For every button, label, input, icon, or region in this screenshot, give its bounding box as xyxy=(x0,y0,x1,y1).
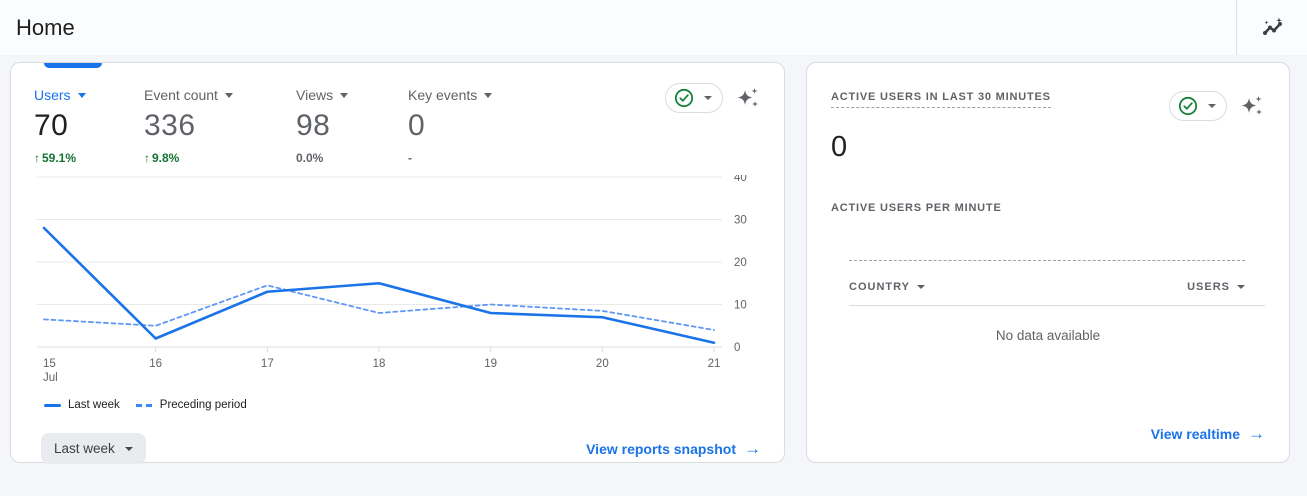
data-quality-button[interactable] xyxy=(1169,91,1227,121)
page-title: Home xyxy=(16,14,75,40)
arrow-right-icon: → xyxy=(744,438,761,458)
sparkle-icon xyxy=(1241,96,1262,115)
legend-label: Preceding period xyxy=(159,399,247,411)
arrow-right-icon: → xyxy=(1248,424,1265,443)
table-divider xyxy=(849,305,1265,306)
overview-card: Users 70 ↑ 59.1% Event count 336 ↑ 9.8% Vi… xyxy=(10,62,785,464)
view-realtime-link[interactable]: View realtime → xyxy=(1151,424,1265,444)
metric-delta: ↑ 59.1% xyxy=(34,151,77,165)
link-label: View reports snapshot xyxy=(586,440,736,457)
active-users-30min-label[interactable]: ACTIVE USERS IN LAST 30 MINUTES xyxy=(831,91,1051,108)
sort-caret-icon xyxy=(1237,285,1245,289)
overview-chart[interactable]: 40 30 20 10 0 15 16 17 18 19 20 21 Jul xyxy=(11,175,784,393)
period-selector-button[interactable]: Last week xyxy=(41,433,146,464)
metric-value: 70 xyxy=(34,109,69,142)
metric-tab-views[interactable]: Views 98 0.0% xyxy=(296,87,408,165)
svg-text:16: 16 xyxy=(149,358,162,370)
up-arrow-icon: ↑ xyxy=(34,151,40,165)
cards-row: Users 70 ↑ 59.1% Event count 336 ↑ 9.8% Vi… xyxy=(0,56,1307,464)
metric-delta: - xyxy=(408,151,412,165)
metric-label: Key events xyxy=(408,87,478,103)
svg-text:0: 0 xyxy=(734,342,740,354)
metric-delta: 0.0% xyxy=(296,151,324,165)
legend-line-dashed xyxy=(135,403,153,407)
chevron-down-icon[interactable] xyxy=(340,92,349,98)
app-header: Home xyxy=(0,0,1307,56)
up-arrow-icon: ↑ xyxy=(144,151,150,165)
metric-tab-key-events[interactable]: Key events 0 - xyxy=(408,87,493,165)
svg-text:18: 18 xyxy=(373,358,386,370)
overview-chart-svg[interactable]: 40 30 20 10 0 15 16 17 18 19 20 21 Jul xyxy=(34,175,763,393)
link-label: View realtime xyxy=(1150,426,1240,442)
ai-insights-sparkle-button[interactable] xyxy=(1239,92,1265,120)
metric-value: 98 xyxy=(296,109,331,142)
metric-delta: ↑ 9.8% xyxy=(144,151,180,165)
data-quality-button[interactable] xyxy=(665,83,723,113)
svg-text:10: 10 xyxy=(734,300,747,312)
svg-text:15: 15 xyxy=(43,358,56,370)
users-column-sort[interactable]: USERS xyxy=(1187,281,1245,293)
realtime-actions xyxy=(1169,91,1265,121)
header-divider xyxy=(1236,0,1237,55)
metric-label: Event count xyxy=(144,87,218,103)
active-users-value: 0 xyxy=(831,131,848,163)
realtime-header-row: ACTIVE USERS IN LAST 30 MINUTES xyxy=(831,91,1265,121)
svg-text:Jul: Jul xyxy=(43,372,58,384)
sparkle-icon xyxy=(737,88,758,107)
selected-metric-indicator xyxy=(44,63,102,68)
period-selector-label: Last week xyxy=(54,441,115,456)
svg-text:20: 20 xyxy=(596,358,609,370)
metric-value: 336 xyxy=(144,109,196,142)
svg-text:30: 30 xyxy=(734,215,747,227)
chevron-down-icon xyxy=(704,96,712,100)
metric-label: Views xyxy=(296,87,334,103)
realtime-card: ACTIVE USERS IN LAST 30 MINUTES xyxy=(806,62,1290,463)
sort-caret-icon xyxy=(916,285,925,289)
ai-insights-sparkle-button[interactable] xyxy=(735,84,761,112)
chart-legend: Last week Preceding period xyxy=(11,399,784,411)
svg-text:19: 19 xyxy=(484,358,497,370)
realtime-table-header: COUNTRY USERS xyxy=(849,281,1265,293)
chevron-down-icon xyxy=(1208,104,1216,108)
chevron-down-icon[interactable] xyxy=(484,92,493,98)
metric-tab-event-count[interactable]: Event count 336 ↑ 9.8% xyxy=(144,87,296,165)
legend-line-solid xyxy=(44,403,61,407)
svg-text:21: 21 xyxy=(708,358,721,370)
empty-state-message: No data available xyxy=(995,328,1101,343)
svg-text:17: 17 xyxy=(261,358,274,370)
metric-value: 0 xyxy=(408,109,426,142)
check-circle-icon xyxy=(674,88,694,108)
metrics-row: Users 70 ↑ 59.1% Event count 336 ↑ 9.8% Vi… xyxy=(11,83,784,165)
trendline-sparkle-icon xyxy=(1263,17,1282,35)
column-label: COUNTRY xyxy=(849,281,910,293)
legend-item-last-week: Last week xyxy=(44,399,120,411)
view-reports-snapshot-link[interactable]: View reports snapshot → xyxy=(586,439,761,459)
chevron-down-icon xyxy=(124,446,133,451)
per-minute-chart-baseline xyxy=(849,260,1245,261)
svg-text:20: 20 xyxy=(734,257,747,269)
legend-label: Last week xyxy=(68,399,120,411)
overview-footer: Last week View reports snapshot → xyxy=(11,433,784,464)
metric-label: Users xyxy=(34,87,71,103)
legend-item-preceding-period: Preceding period xyxy=(135,399,247,411)
metric-tab-users[interactable]: Users 70 ↑ 59.1% xyxy=(34,87,144,165)
header-right xyxy=(1236,0,1307,55)
check-circle-icon xyxy=(1178,96,1198,116)
active-users-per-minute-label: ACTIVE USERS PER MINUTE xyxy=(831,202,1002,214)
svg-text:40: 40 xyxy=(734,175,747,184)
realtime-footer: View realtime → xyxy=(831,424,1265,444)
insights-trendline-icon[interactable] xyxy=(1237,0,1307,55)
chevron-down-icon[interactable] xyxy=(224,92,233,98)
chevron-down-icon[interactable] xyxy=(77,92,86,98)
column-label: USERS xyxy=(1187,281,1230,293)
overview-actions xyxy=(665,83,761,113)
country-column-sort[interactable]: COUNTRY xyxy=(849,281,925,293)
